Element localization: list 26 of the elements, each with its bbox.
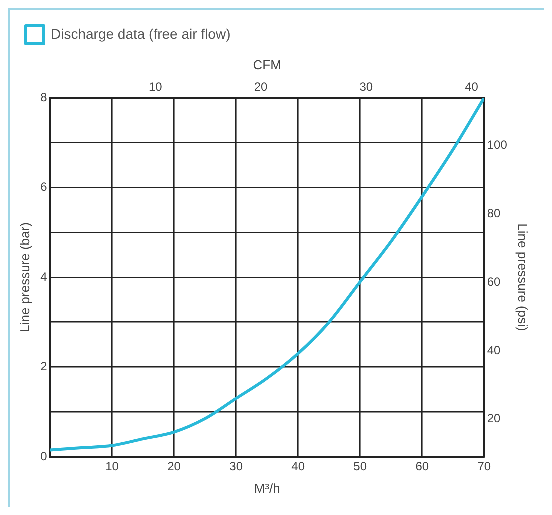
x-tick-label: 20 [168, 460, 182, 474]
x-tick-label: 50 [354, 460, 368, 474]
y2-tick-label: 40 [487, 343, 502, 358]
x2-axis-title: CFM [253, 57, 282, 72]
x-tick-label: 70 [478, 460, 492, 474]
x2-tick-label: 10 [148, 80, 163, 94]
y-tick-label: 8 [40, 90, 48, 104]
y-tick-label: 2 [40, 360, 48, 374]
y2-tick-label: 100 [487, 138, 508, 152]
y2-tick-label: 60 [487, 274, 502, 289]
y-tick-label: 4 [40, 270, 48, 284]
legend-label: Discharge data (free air flow) [51, 26, 231, 42]
x-tick-label: 60 [416, 460, 430, 474]
y-tick-label: 0 [40, 449, 48, 464]
x2-tick-label: 30 [360, 80, 374, 94]
x-tick-label: 10 [106, 460, 120, 474]
y-tick-label: 6 [40, 180, 48, 194]
x2-tick-label: 20 [254, 80, 268, 94]
y2-tick-label: 80 [487, 206, 502, 221]
y-axis-title: Line pressure (bar) [17, 222, 32, 332]
x2-tick-label: 40 [465, 80, 479, 94]
y2-tick-label: 20 [487, 412, 502, 426]
x-tick-label: 40 [292, 460, 306, 474]
y2-axis-title: Line pressure (psi) [516, 224, 531, 332]
x-tick-label: 30 [230, 460, 244, 474]
x-axis-title: M³/h [254, 480, 280, 496]
